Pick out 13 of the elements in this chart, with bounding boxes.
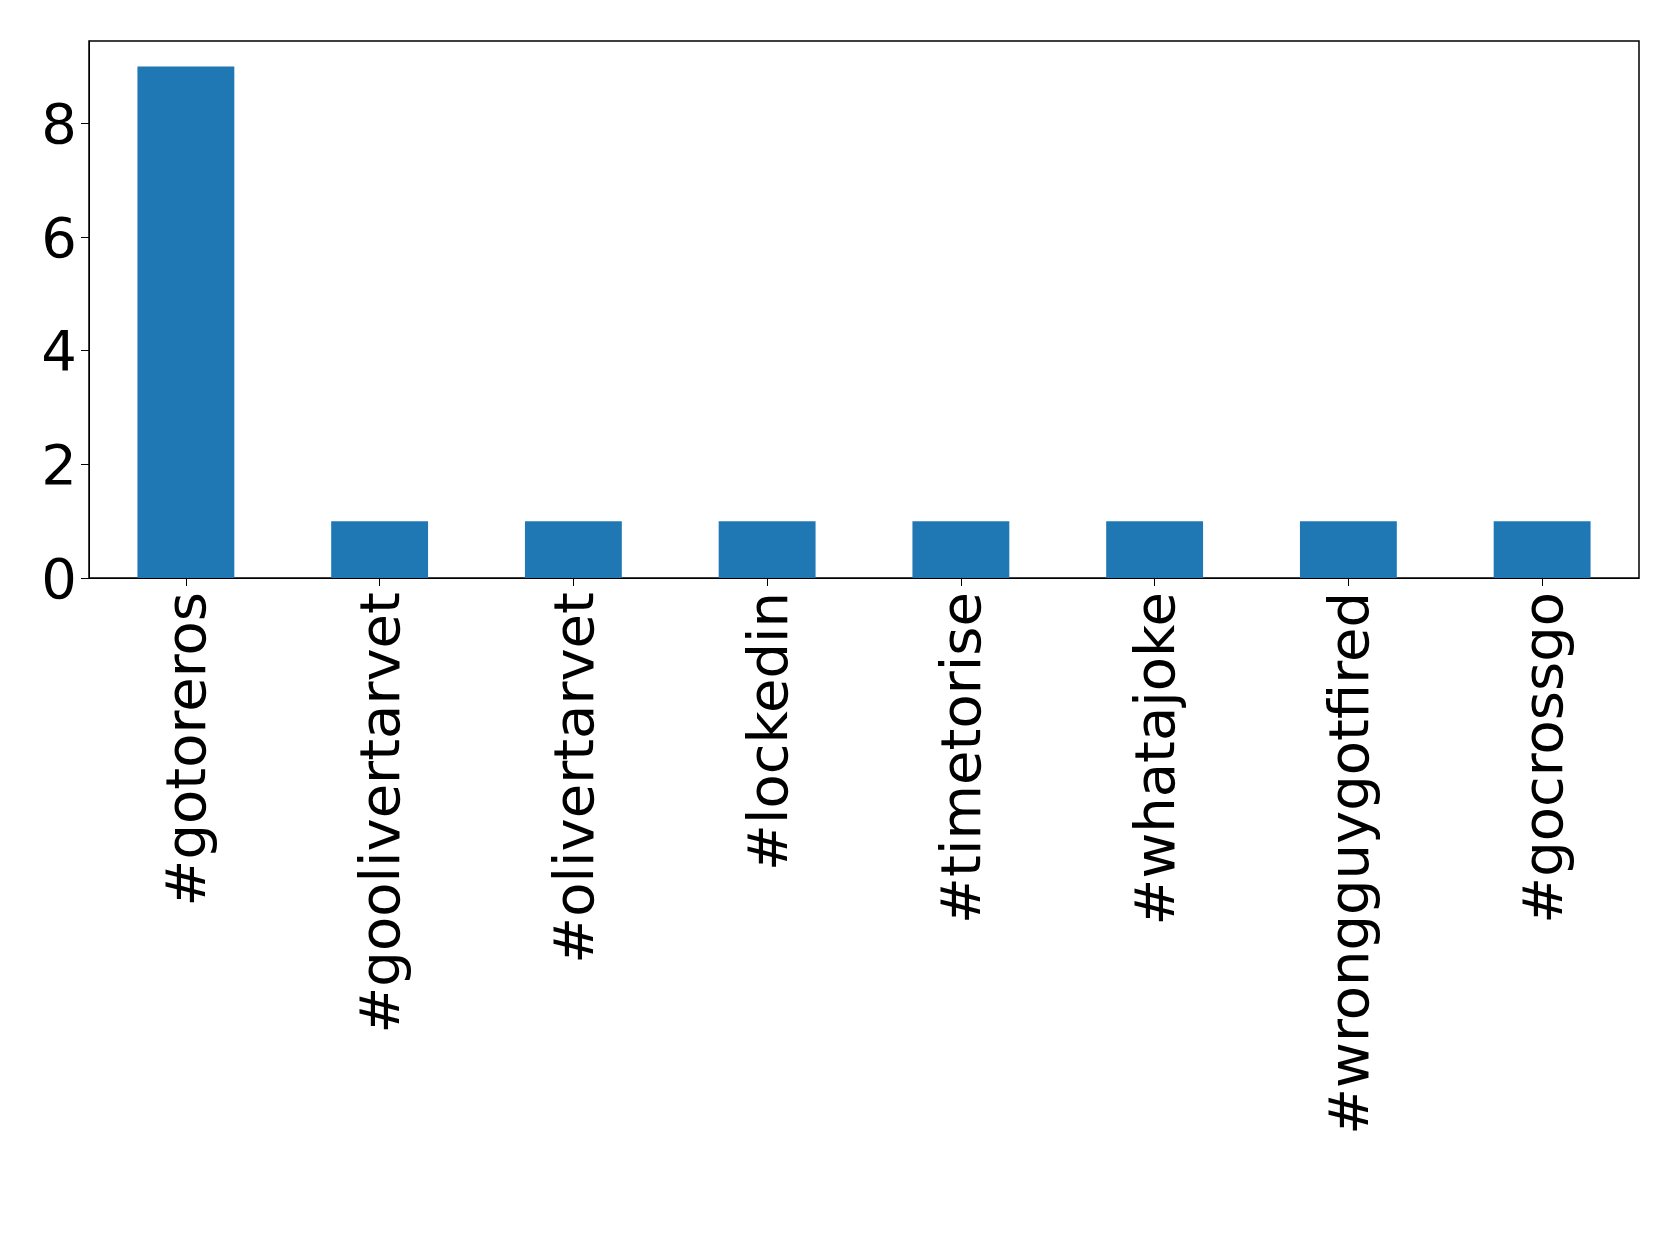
- x-tick-label: #lockedin: [734, 592, 800, 872]
- x-tick-label: #goolivertarvet: [347, 592, 413, 1034]
- y-tick-label: 0: [41, 545, 77, 611]
- y-tick-label: 8: [41, 90, 77, 156]
- x-tick-label: #gocrossgo: [1509, 592, 1575, 924]
- y-tick-label: 2: [41, 431, 77, 497]
- x-tick-label: #timetorise: [928, 592, 994, 924]
- x-tick-label: #gotoreros: [153, 592, 219, 907]
- x-tick-label: #whatajoke: [1122, 592, 1188, 926]
- y-tick-label: 6: [41, 204, 77, 270]
- y-tick-label: 4: [41, 318, 77, 384]
- x-tick-label: #olivertarvet: [540, 592, 606, 964]
- x-tick-label: #wrongguygotfired: [1315, 592, 1381, 1135]
